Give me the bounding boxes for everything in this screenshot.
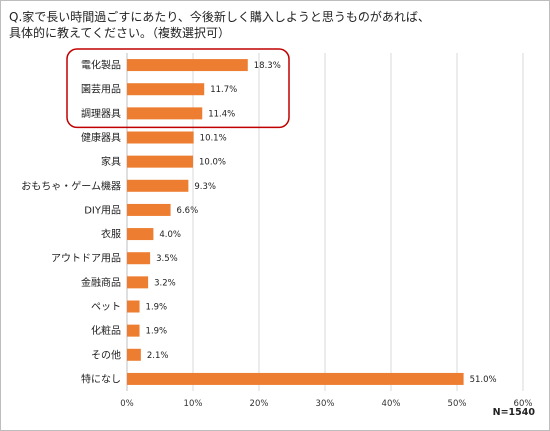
sample-size-note: N=1540 bbox=[492, 407, 535, 418]
category-label: 特になし bbox=[81, 373, 121, 385]
x-tick-label: 40% bbox=[382, 399, 401, 409]
value-label: 10.1% bbox=[200, 134, 227, 144]
category-label: ペット bbox=[91, 302, 121, 313]
value-label: 10.0% bbox=[199, 158, 226, 168]
value-label: 11.4% bbox=[208, 109, 235, 119]
value-label: 1.9% bbox=[146, 303, 168, 313]
value-label: 4.0% bbox=[159, 230, 181, 240]
value-label: 2.1% bbox=[147, 351, 169, 361]
x-tick-label: 50% bbox=[448, 399, 467, 409]
x-tick-label: 0% bbox=[120, 399, 134, 409]
category-label: その他 bbox=[91, 348, 121, 361]
category-label: 園芸用品 bbox=[81, 83, 121, 96]
category-label: アウトドア用品 bbox=[51, 253, 121, 265]
value-label: 3.5% bbox=[156, 254, 178, 264]
bar bbox=[127, 107, 203, 120]
question-text: Q.家で長い時間過ごすにあたり、今後新しく購入しようと思うものがあれば、 具体的… bbox=[9, 10, 430, 40]
category-label: 金融商品 bbox=[81, 276, 121, 289]
bar bbox=[127, 155, 193, 168]
category-label: 電化製品 bbox=[81, 59, 121, 72]
bar bbox=[127, 228, 154, 241]
x-tick-label: 60% bbox=[514, 399, 533, 409]
value-label: 9.3% bbox=[194, 182, 216, 192]
category-label: おもちゃ・ゲーム機器 bbox=[21, 179, 121, 192]
bar bbox=[127, 83, 205, 96]
value-label: 3.2% bbox=[154, 278, 176, 288]
bar bbox=[127, 324, 140, 337]
bar bbox=[127, 348, 141, 361]
value-label: 11.7% bbox=[210, 85, 237, 95]
bar bbox=[127, 203, 171, 216]
bar bbox=[127, 59, 248, 72]
bar bbox=[127, 300, 140, 313]
category-label: 家具 bbox=[101, 155, 121, 168]
value-label: 6.6% bbox=[177, 206, 199, 216]
bar bbox=[127, 131, 194, 144]
category-label: 化粧品 bbox=[91, 324, 121, 337]
bar bbox=[127, 276, 149, 289]
value-label: 18.3% bbox=[254, 61, 281, 71]
bar bbox=[127, 252, 151, 265]
value-label: 1.9% bbox=[146, 327, 168, 337]
category-label: 衣服 bbox=[101, 228, 121, 241]
bar bbox=[127, 179, 189, 192]
category-label: DIY用品 bbox=[84, 204, 121, 216]
x-tick-label: 20% bbox=[250, 399, 269, 409]
highlight-box bbox=[66, 48, 290, 129]
category-label: 調理器具 bbox=[81, 107, 121, 120]
x-tick-label: 10% bbox=[184, 399, 203, 409]
bar bbox=[127, 372, 464, 385]
category-label: 健康器具 bbox=[81, 131, 121, 144]
value-label: 51.0% bbox=[470, 375, 497, 385]
x-tick-label: 30% bbox=[316, 399, 335, 409]
